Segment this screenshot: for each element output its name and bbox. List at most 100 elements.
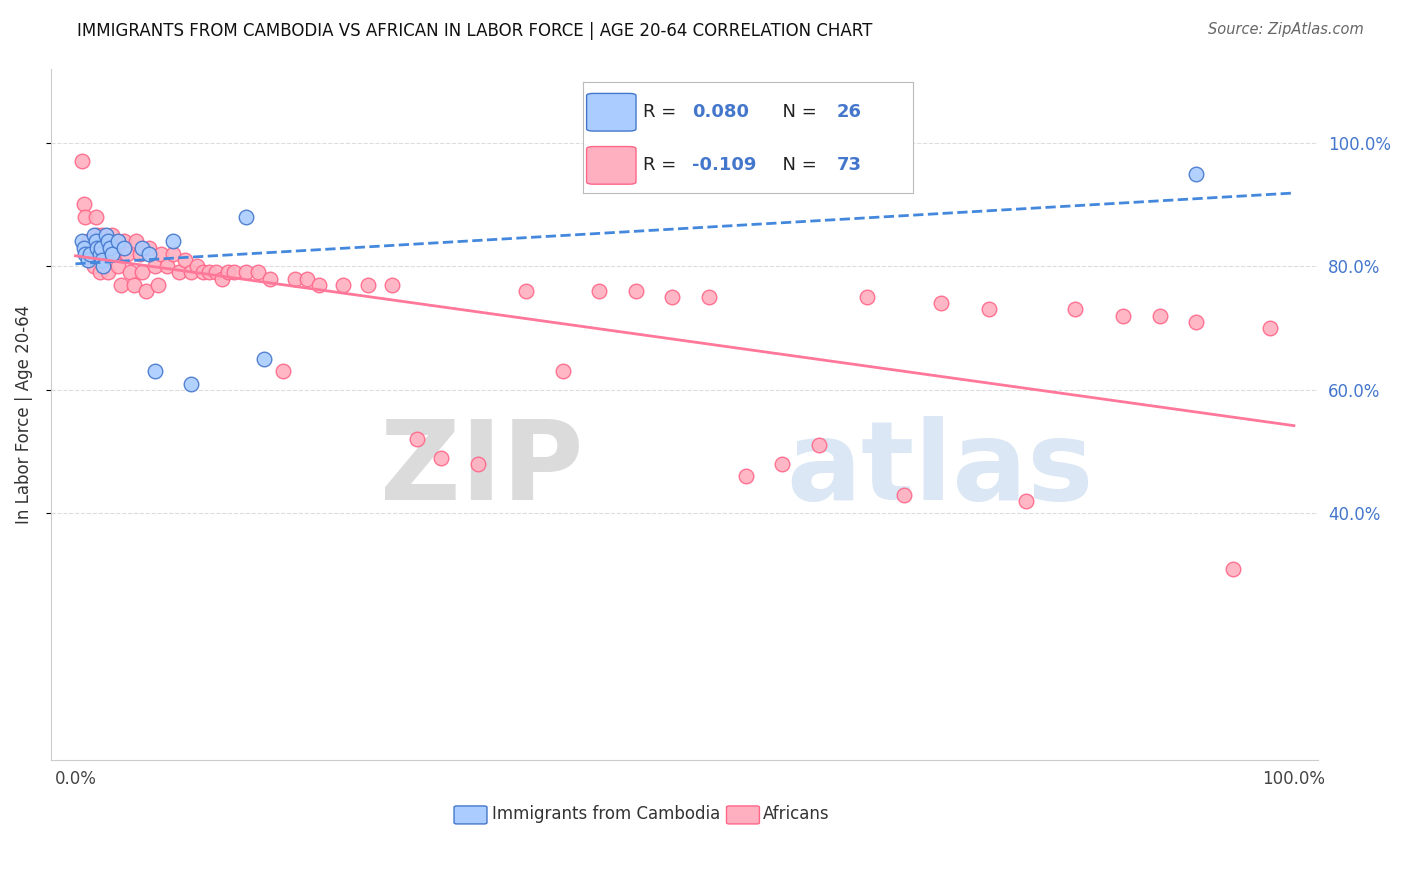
Point — [110, 277, 132, 292]
Point — [167, 265, 190, 279]
Point — [235, 265, 257, 279]
Point — [149, 247, 172, 261]
Point — [180, 265, 202, 279]
Point — [75, 247, 97, 261]
Point — [259, 271, 281, 285]
Point — [83, 259, 105, 273]
Point — [122, 277, 145, 292]
Point — [893, 488, 915, 502]
FancyBboxPatch shape — [454, 806, 486, 824]
Point — [131, 265, 153, 279]
Point — [73, 241, 96, 255]
Point — [76, 252, 98, 267]
Point — [856, 290, 879, 304]
Y-axis label: In Labor Force | Age 20-64: In Labor Force | Age 20-64 — [15, 305, 32, 524]
Point — [90, 241, 112, 255]
Point — [332, 277, 354, 292]
Point — [101, 247, 124, 261]
Point — [1258, 321, 1281, 335]
Point — [115, 247, 138, 261]
Point — [120, 265, 142, 279]
Point — [551, 364, 574, 378]
Point — [73, 197, 96, 211]
Point — [235, 210, 257, 224]
Point — [125, 235, 148, 249]
Point — [112, 235, 135, 249]
Point — [198, 265, 221, 279]
Point — [89, 265, 111, 279]
Point — [204, 265, 226, 279]
Point — [79, 247, 101, 261]
Point — [515, 284, 537, 298]
Point — [217, 265, 239, 279]
Point — [70, 235, 93, 249]
Point — [97, 235, 120, 249]
Point — [129, 247, 152, 261]
Point — [284, 271, 307, 285]
Point — [94, 228, 117, 243]
Point — [1015, 494, 1038, 508]
Point — [222, 265, 245, 279]
Point — [180, 376, 202, 391]
Point — [381, 277, 404, 292]
Point — [979, 302, 1001, 317]
Point — [107, 235, 129, 249]
Point — [156, 259, 179, 273]
Point — [83, 228, 105, 243]
Point — [1222, 562, 1244, 576]
Point — [76, 235, 98, 249]
Point — [91, 228, 114, 243]
Point — [162, 235, 184, 249]
Point — [1149, 309, 1171, 323]
Point — [467, 457, 489, 471]
Point — [430, 450, 453, 465]
Point — [94, 247, 117, 261]
Point — [131, 241, 153, 255]
Point — [186, 259, 208, 273]
Point — [89, 247, 111, 261]
Point — [1112, 309, 1135, 323]
Text: Source: ZipAtlas.com: Source: ZipAtlas.com — [1208, 22, 1364, 37]
Point — [1063, 302, 1085, 317]
Point — [138, 247, 160, 261]
Point — [91, 252, 114, 267]
Point — [112, 241, 135, 255]
Point — [162, 247, 184, 261]
Point — [807, 438, 830, 452]
Point — [770, 457, 793, 471]
Point — [107, 259, 129, 273]
Point — [588, 284, 610, 298]
Point — [86, 228, 108, 243]
Point — [143, 259, 166, 273]
Point — [357, 277, 380, 292]
Point — [143, 364, 166, 378]
Point — [84, 235, 107, 249]
Point — [135, 284, 157, 298]
Point — [1185, 167, 1208, 181]
Point — [84, 210, 107, 224]
Point — [661, 290, 683, 304]
Point — [253, 351, 276, 366]
Text: IMMIGRANTS FROM CAMBODIA VS AFRICAN IN LABOR FORCE | AGE 20-64 CORRELATION CHART: IMMIGRANTS FROM CAMBODIA VS AFRICAN IN L… — [77, 22, 873, 40]
Point — [138, 241, 160, 255]
Point — [98, 241, 121, 255]
Point — [1185, 315, 1208, 329]
Point — [193, 265, 215, 279]
Point — [624, 284, 647, 298]
Point — [308, 277, 330, 292]
Point — [734, 469, 756, 483]
Point — [405, 432, 427, 446]
Point — [93, 259, 115, 273]
FancyBboxPatch shape — [727, 806, 759, 824]
Text: Immigrants from Cambodia: Immigrants from Cambodia — [492, 805, 720, 822]
Point — [211, 271, 233, 285]
Text: ZIP: ZIP — [380, 417, 583, 524]
Point — [148, 277, 170, 292]
Point — [70, 154, 93, 169]
Point — [101, 228, 124, 243]
Point — [295, 271, 318, 285]
Point — [86, 241, 108, 255]
Point — [697, 290, 720, 304]
Point — [929, 296, 952, 310]
Text: Africans: Africans — [763, 805, 830, 822]
